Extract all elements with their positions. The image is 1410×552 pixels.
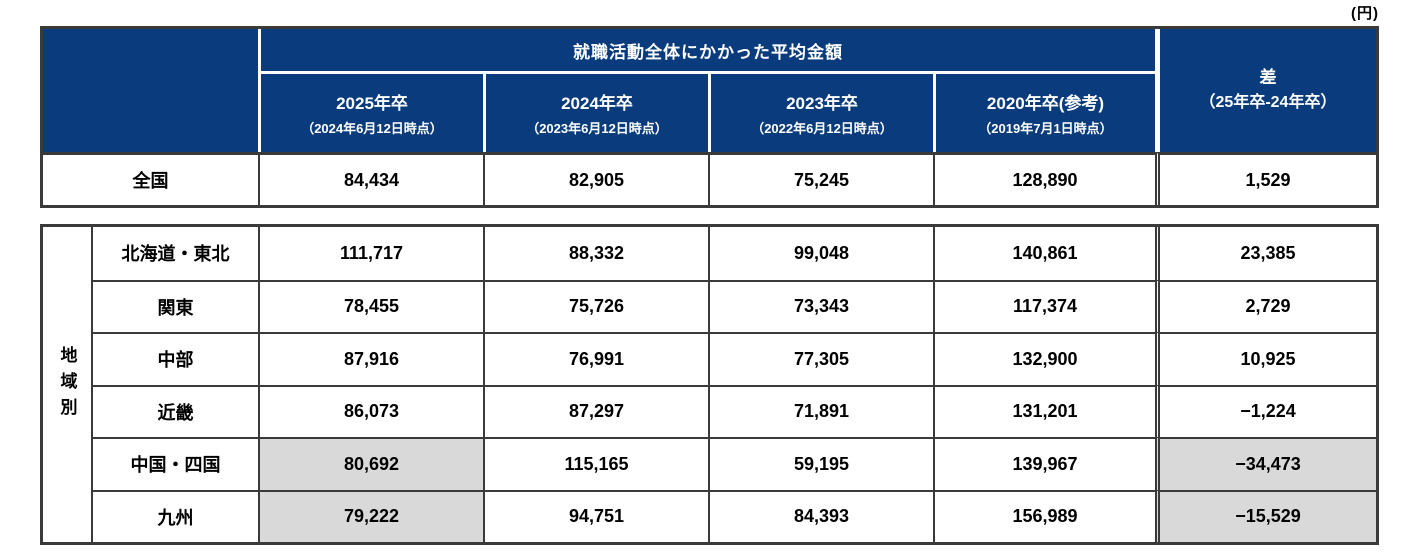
value-cell: 75,245 (708, 152, 933, 205)
diff-cell: 10,925 (1155, 332, 1376, 385)
diff-cell: 1,529 (1155, 152, 1376, 205)
row-label-kyushu: 九州 (91, 489, 258, 542)
value-cell: 88,332 (483, 227, 708, 280)
column-label: 2025年卒 (336, 94, 408, 113)
regional-table: 地域別 北海道・東北 111,717 88,332 99,048 140,861… (40, 224, 1379, 545)
column-header-2020: 2020年卒(参考) （2019年7月1日時点） (933, 74, 1155, 152)
value-cell: 111,717 (258, 227, 483, 280)
row-label-chugoku-shikoku: 中国・四国 (91, 437, 258, 490)
value-cell: 115,165 (483, 437, 708, 490)
value-cell: 87,916 (258, 332, 483, 385)
value-cell: 73,343 (708, 279, 933, 332)
column-header-2024: 2024年卒 （2023年6月12日時点） (483, 74, 708, 152)
column-note: （2022年6月12日時点） (751, 121, 893, 136)
value-cell: 99,048 (708, 227, 933, 280)
column-header-2025: 2025年卒 （2024年6月12日時点） (258, 74, 483, 152)
value-cell: 87,297 (483, 384, 708, 437)
highlighted-diff-cell: −15,529 (1155, 489, 1376, 542)
column-note: （2023年6月12日時点） (526, 121, 668, 136)
column-label: 2023年卒 (786, 94, 858, 113)
diff-cell: −1,224 (1155, 384, 1376, 437)
value-cell: 139,967 (933, 437, 1155, 490)
value-cell: 140,861 (933, 227, 1155, 280)
value-cell: 132,900 (933, 332, 1155, 385)
value-cell: 84,434 (258, 152, 483, 205)
value-cell: 59,195 (708, 437, 933, 490)
value-cell: 84,393 (708, 489, 933, 542)
column-note: （2019年7月1日時点） (978, 121, 1113, 136)
value-cell: 71,891 (708, 384, 933, 437)
column-label: 2024年卒 (561, 94, 633, 113)
region-group-label: 地域別 (57, 345, 77, 424)
unit-note: (円) (1351, 5, 1379, 22)
column-note: （2024年6月12日時点） (301, 121, 443, 136)
national-table: 就職活動全体にかかった平均金額 差 （25年卒-24年卒） 2025年卒 （20… (40, 26, 1379, 208)
diff-cell: 23,385 (1155, 227, 1376, 280)
value-cell: 86,073 (258, 384, 483, 437)
row-label-hokkaido-tohoku: 北海道・東北 (91, 227, 258, 280)
value-cell: 76,991 (483, 332, 708, 385)
row-label-national: 全国 (43, 152, 258, 205)
highlighted-value-cell: 79,222 (258, 489, 483, 542)
value-cell: 156,989 (933, 489, 1155, 542)
row-label-chubu: 中部 (91, 332, 258, 385)
value-cell: 117,374 (933, 279, 1155, 332)
highlighted-value-cell: 80,692 (258, 437, 483, 490)
value-cell: 128,890 (933, 152, 1155, 205)
blank-header-cell (43, 29, 258, 152)
value-cell: 78,455 (258, 279, 483, 332)
value-cell: 75,726 (483, 279, 708, 332)
column-header-diff: 差 （25年卒-24年卒） (1155, 29, 1376, 152)
value-cell: 94,751 (483, 489, 708, 542)
table-title-header: 就職活動全体にかかった平均金額 (258, 29, 1155, 74)
highlighted-diff-cell: −34,473 (1155, 437, 1376, 490)
value-cell: 131,201 (933, 384, 1155, 437)
row-label-kinki: 近畿 (91, 384, 258, 437)
diff-cell: 2,729 (1155, 279, 1376, 332)
value-cell: 77,305 (708, 332, 933, 385)
diff-header-line2: （25年卒-24年卒） (1199, 94, 1337, 112)
column-label: 2020年卒(参考) (986, 94, 1105, 113)
value-cell: 82,905 (483, 152, 708, 205)
column-header-2023: 2023年卒 （2022年6月12日時点） (708, 74, 933, 152)
diff-header-line1: 差 (1259, 67, 1277, 87)
row-label-kanto: 関東 (91, 279, 258, 332)
